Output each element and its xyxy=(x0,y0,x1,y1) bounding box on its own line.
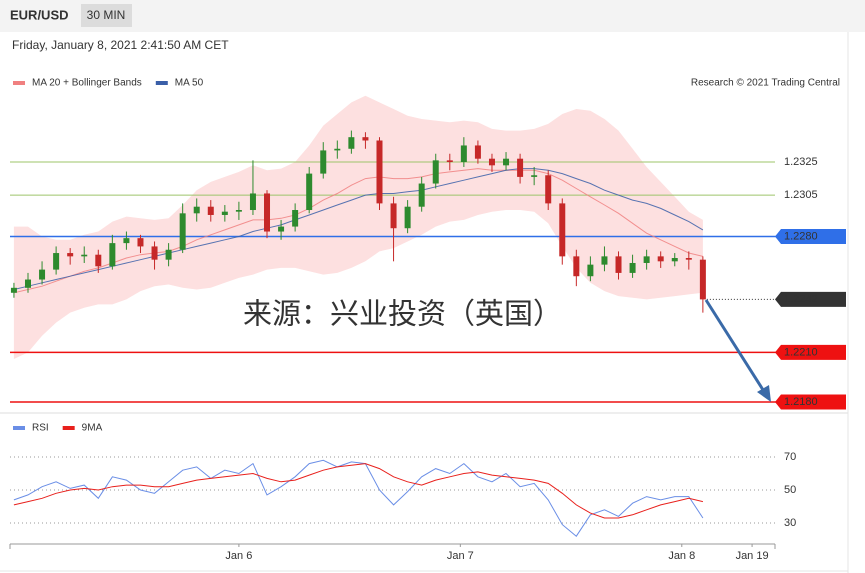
candle-body xyxy=(109,243,116,267)
candle-body xyxy=(123,238,130,244)
y-tick-label: 50 xyxy=(784,484,796,496)
candle-body xyxy=(249,193,256,211)
legend-label: 9MA xyxy=(82,423,103,434)
candle-body xyxy=(221,211,228,215)
header-bar xyxy=(0,0,865,32)
candle-body xyxy=(460,145,467,163)
legend-swatch xyxy=(13,426,25,430)
candle-body xyxy=(151,246,158,260)
interval-box[interactable] xyxy=(81,4,132,27)
candle-body xyxy=(615,256,622,273)
legend-label: MA 20 + Bollinger Bands xyxy=(32,78,142,89)
candle-body xyxy=(685,258,692,260)
projection-arrow xyxy=(704,299,767,394)
candle-body xyxy=(193,206,200,214)
legend-swatch xyxy=(155,81,168,85)
candle-body xyxy=(404,206,411,229)
candle-body xyxy=(53,253,60,270)
timestamp: Friday, January 8, 2021 2:41:50 AM CET xyxy=(12,38,229,52)
level-label-box xyxy=(775,394,846,410)
level-label: 1.2325 xyxy=(784,156,818,168)
ma-line xyxy=(13,168,704,290)
x-tick-label: Jan 19 xyxy=(736,550,769,562)
candle-body xyxy=(573,256,580,277)
level-label-box xyxy=(775,228,846,244)
legend-label: RSI xyxy=(32,423,49,434)
watermark: 来源：兴业投资（英国） xyxy=(243,298,562,331)
candle-body xyxy=(390,203,397,229)
legend-swatch xyxy=(62,426,75,430)
candle-body xyxy=(488,158,495,166)
interval[interactable]: 30 MIN xyxy=(87,8,126,22)
y-tick-label: 70 xyxy=(784,451,796,463)
candle-body xyxy=(292,210,299,227)
level-label: 1.2180 xyxy=(784,396,818,408)
plot-layer: 1.2325 1.2305 1.2280 1.2210 1.2180 来源：兴业投资（英国… xyxy=(9,78,846,562)
x-tick-label: Jan 7 xyxy=(447,550,474,562)
candle-body xyxy=(334,148,341,151)
candle-body xyxy=(179,213,186,250)
candle-body xyxy=(643,256,650,263)
indicator-line xyxy=(13,459,704,537)
last-price-box xyxy=(775,291,846,307)
candle-body xyxy=(348,137,355,149)
candle-body xyxy=(587,264,594,277)
candle-body xyxy=(446,160,453,163)
candle-body xyxy=(39,269,46,280)
candle-body xyxy=(376,140,383,204)
candle-body xyxy=(474,145,481,159)
last-price-label: 1.2242 xyxy=(784,293,818,305)
candle-body xyxy=(67,253,74,257)
indicator-line xyxy=(13,463,704,519)
candle-body xyxy=(235,210,242,212)
candle-body xyxy=(503,158,510,166)
candle-body xyxy=(671,258,678,262)
candle-body xyxy=(320,150,327,174)
legend-label: MA 50 xyxy=(175,78,204,89)
candle-body xyxy=(165,249,172,260)
level-label-box xyxy=(775,344,846,360)
candle-body xyxy=(601,256,608,265)
symbol: EUR/USD xyxy=(10,7,69,22)
level-label: 1.2280 xyxy=(784,230,818,242)
candle-body xyxy=(517,158,524,177)
candle-body xyxy=(432,160,439,184)
candle-body xyxy=(95,254,102,267)
level-label: 1.2305 xyxy=(784,189,818,201)
arrow-head xyxy=(757,385,771,402)
y-tick-label: 30 xyxy=(784,517,796,529)
x-tick-label: Jan 6 xyxy=(225,550,252,562)
candle-body xyxy=(207,206,214,215)
candle-body xyxy=(545,175,552,204)
candle-body xyxy=(531,175,538,177)
candle-body xyxy=(306,173,313,211)
candle-body xyxy=(278,226,285,232)
candle-body xyxy=(81,254,88,257)
level-label: 1.2210 xyxy=(784,346,818,358)
source: Research © 2021 Trading Central xyxy=(691,78,840,89)
candle-body xyxy=(657,256,664,262)
ma-line xyxy=(13,168,704,294)
legend-swatch xyxy=(13,81,25,85)
candle-body xyxy=(24,279,31,288)
x-tick-label: Jan 8 xyxy=(668,550,695,562)
candle-body xyxy=(137,238,144,247)
candle-body xyxy=(418,183,425,207)
candle-body xyxy=(10,287,17,293)
candle-body xyxy=(362,137,369,141)
candle-body xyxy=(559,203,566,257)
candle-body xyxy=(699,259,706,300)
candle-body xyxy=(264,193,271,232)
candle-body xyxy=(629,262,636,273)
